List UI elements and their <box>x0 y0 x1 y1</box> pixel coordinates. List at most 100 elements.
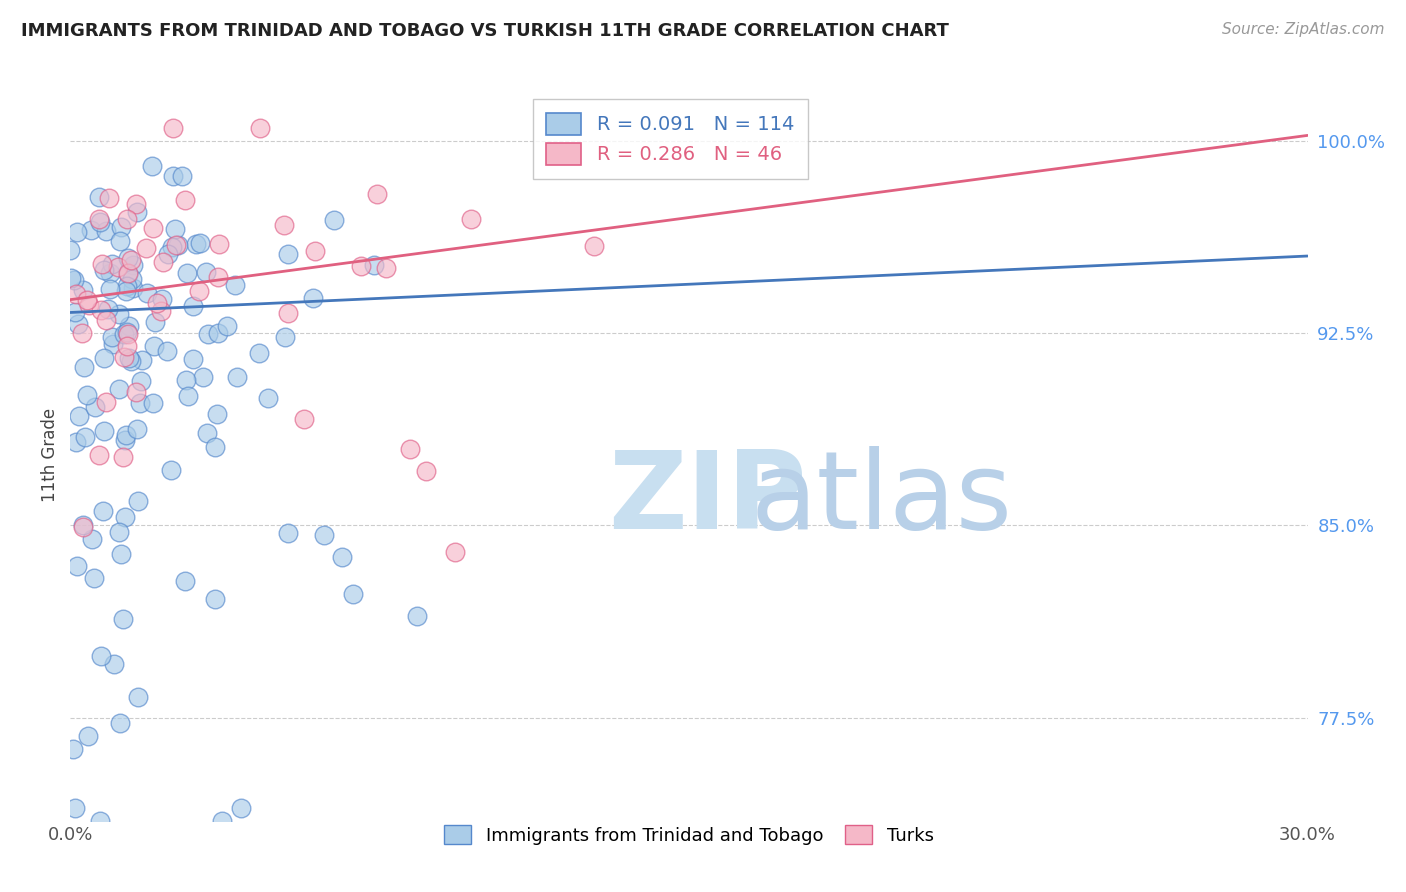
Point <box>87 212 110 227</box>
Point <box>125 385 148 400</box>
Point <box>208 237 231 252</box>
Point <box>91 504 114 518</box>
Point <box>156 247 179 261</box>
Point <box>72 520 94 534</box>
Point <box>152 255 174 269</box>
Point <box>93 351 115 366</box>
Point <box>205 407 228 421</box>
Point <box>94 394 117 409</box>
Point <box>117 326 139 341</box>
Point <box>83 401 105 415</box>
Point <box>583 239 606 253</box>
Point <box>63 273 86 287</box>
Point <box>191 370 214 384</box>
Point <box>215 318 238 333</box>
Point <box>111 612 134 626</box>
Point <box>142 220 165 235</box>
Point <box>110 219 132 234</box>
Point <box>59 243 82 257</box>
Point <box>118 318 141 333</box>
Point <box>204 440 226 454</box>
Point <box>174 574 197 588</box>
Text: Source: ZipAtlas.com: Source: ZipAtlas.com <box>1222 22 1385 37</box>
Point <box>77 298 100 312</box>
Point <box>188 235 211 250</box>
Point <box>108 525 131 540</box>
Point <box>65 435 87 450</box>
Point <box>100 330 122 344</box>
Point <box>108 716 131 731</box>
Point <box>302 291 325 305</box>
Point <box>159 463 181 477</box>
Point <box>72 517 94 532</box>
Point <box>375 261 398 276</box>
Point <box>274 329 297 343</box>
Point <box>115 278 138 293</box>
Point <box>67 409 90 423</box>
Point <box>146 295 169 310</box>
Point <box>204 592 226 607</box>
Point <box>66 225 89 239</box>
Point <box>98 266 121 280</box>
Point <box>181 351 204 366</box>
Point <box>162 120 184 135</box>
Point <box>65 287 87 301</box>
Point <box>62 742 84 756</box>
Point <box>135 241 157 255</box>
Point <box>66 558 89 573</box>
Point <box>322 212 344 227</box>
Point <box>96 312 118 326</box>
Point <box>207 326 229 340</box>
Point <box>273 218 295 232</box>
Point <box>76 388 98 402</box>
Point <box>70 326 93 340</box>
Point <box>87 448 110 462</box>
Point <box>197 326 219 341</box>
Point <box>177 389 200 403</box>
Point <box>80 223 103 237</box>
Point <box>65 801 87 815</box>
Text: IMMIGRANTS FROM TRINIDAD AND TOBAGO VS TURKISH 11TH GRADE CORRELATION CHART: IMMIGRANTS FROM TRINIDAD AND TOBAGO VS T… <box>21 22 949 40</box>
Point <box>249 120 271 135</box>
Point <box>142 339 165 353</box>
Point <box>129 396 152 410</box>
Point <box>165 238 187 252</box>
Point <box>129 375 152 389</box>
Point <box>117 251 139 265</box>
Point <box>405 609 427 624</box>
Point <box>115 339 138 353</box>
Y-axis label: 11th Grade: 11th Grade <box>41 408 59 502</box>
Point <box>150 303 173 318</box>
Point <box>115 325 138 339</box>
Point <box>59 271 82 285</box>
Point <box>101 257 124 271</box>
Point <box>136 286 159 301</box>
Point <box>89 215 111 229</box>
Point <box>66 317 89 331</box>
Point <box>224 277 246 292</box>
Point <box>141 159 163 173</box>
Point <box>122 281 145 295</box>
Point <box>101 337 124 351</box>
Point <box>93 263 115 277</box>
Point <box>350 259 373 273</box>
Point <box>399 442 422 456</box>
Point <box>131 353 153 368</box>
Point <box>156 343 179 358</box>
Point <box>181 299 204 313</box>
Point <box>187 284 209 298</box>
Point <box>107 382 129 396</box>
Point <box>94 224 117 238</box>
Point <box>107 260 129 274</box>
Point <box>162 240 184 254</box>
Point <box>415 464 437 478</box>
Point <box>226 369 249 384</box>
Point <box>172 169 194 184</box>
Point <box>195 425 218 440</box>
Point <box>167 238 190 252</box>
Point <box>117 266 139 280</box>
Point <box>277 247 299 261</box>
Point <box>114 433 136 447</box>
Point <box>125 196 148 211</box>
Point <box>122 258 145 272</box>
